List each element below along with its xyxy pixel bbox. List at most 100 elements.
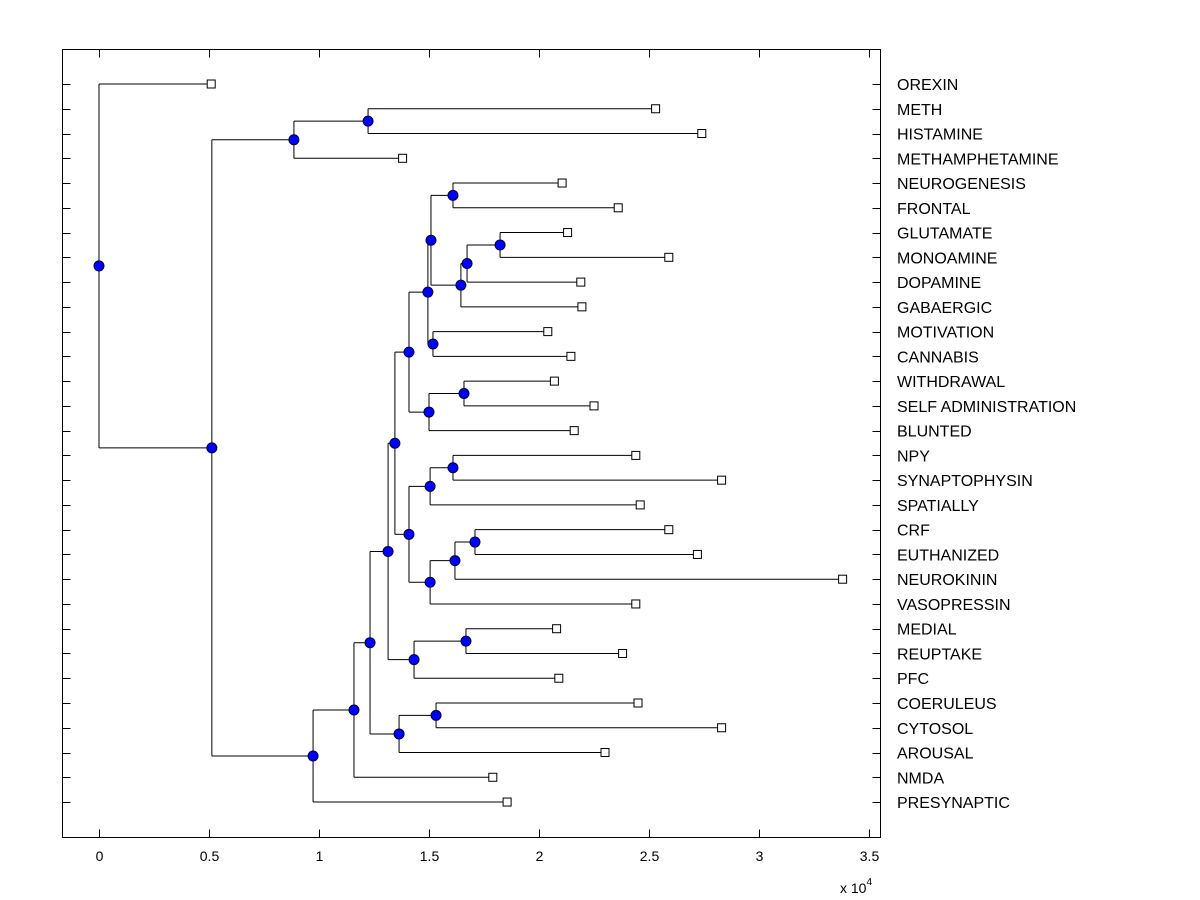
leaf-marker <box>692 549 702 559</box>
internal-node-marker <box>494 239 506 251</box>
internal-node-marker <box>461 258 473 270</box>
leaf-marker <box>502 797 512 807</box>
leaf-marker <box>557 178 567 188</box>
leaf-marker <box>554 673 564 683</box>
x-tick-label: 0.5 <box>200 848 220 864</box>
leaf-marker <box>618 648 628 658</box>
leaf-marker <box>631 599 641 609</box>
leaf-label: MEDIAL <box>897 622 957 639</box>
internal-node-marker <box>393 728 405 740</box>
leaf-label: METHAMPHETAMINE <box>897 151 1058 168</box>
leaf-marker <box>569 426 579 436</box>
leaf-label: HISTAMINE <box>897 127 983 144</box>
x-tick-label: 3.5 <box>860 848 880 864</box>
x-tick-label: 1.5 <box>420 848 440 864</box>
leaf-marker <box>566 351 576 361</box>
axes-frame <box>62 49 881 838</box>
leaf-label: METH <box>897 102 942 119</box>
internal-node-marker <box>288 134 300 146</box>
axes <box>62 49 881 838</box>
internal-node-marker <box>408 654 420 666</box>
leaf-label: OREXIN <box>897 77 958 94</box>
internal-node-marker <box>460 635 472 647</box>
leaf-label: PRESYNAPTIC <box>897 795 1010 812</box>
leaf-label: SELF ADMINISTRATION <box>897 399 1076 416</box>
leaf-marker <box>635 500 645 510</box>
internal-node-marker <box>427 338 439 350</box>
leaf-label: CYTOSOL <box>897 721 973 738</box>
internal-node-marker <box>362 115 374 127</box>
leaf-label: BLUNTED <box>897 424 972 441</box>
x-tick-label: 0 <box>96 848 104 864</box>
internal-node-marker <box>307 750 319 762</box>
internal-node-marker <box>458 388 470 399</box>
internal-node-marker <box>469 536 481 548</box>
leaf-marker <box>549 376 559 386</box>
leaf-label: FRONTAL <box>897 201 971 218</box>
leaf-marker <box>631 450 641 460</box>
leaf-label: MOTIVATION <box>897 325 994 342</box>
internal-node-marker <box>93 260 105 272</box>
leaf-labels: OREXIN METH HISTAMINE METHAMPHETAMINE NEUROG… <box>897 77 1076 812</box>
tree-edges <box>98 83 843 803</box>
leaf-label: AROUSAL <box>897 746 974 763</box>
internal-node-marker <box>382 545 394 557</box>
leaf-label: MONOAMINE <box>897 250 997 267</box>
x-tick-label: 2 <box>536 848 544 864</box>
internal-node-marker <box>403 528 415 540</box>
internal-node-marker <box>424 480 436 492</box>
internal-node-marker <box>348 704 360 716</box>
ticks <box>62 49 881 838</box>
internal-node-marker <box>423 406 435 418</box>
internal-node-marker <box>364 637 376 649</box>
internal-node-marker <box>449 555 461 567</box>
leaf-label: SPATIALLY <box>897 498 979 515</box>
internal-node-marker <box>424 576 436 588</box>
leaf-label: DOPAMINE <box>897 275 981 292</box>
leaf-label: EUTHANIZED <box>897 547 999 564</box>
leaf-marker <box>838 574 848 584</box>
leaf-label: WITHDRAWAL <box>897 374 1005 391</box>
leaf-marker <box>664 525 674 535</box>
leaf-marker <box>552 624 562 634</box>
leaf-label: CRF <box>897 523 930 540</box>
leaf-label: REUPTAKE <box>897 646 982 663</box>
x-tick-label: 3 <box>756 848 764 864</box>
leaf-marker <box>398 153 408 163</box>
leaf-marker <box>563 228 573 238</box>
leaf-label: GLUTAMATE <box>897 226 992 243</box>
leaf-marker <box>613 203 623 213</box>
leaf-marker <box>664 252 674 262</box>
internal-node-marker <box>430 709 442 721</box>
leaf-markers <box>206 79 848 807</box>
x-multiplier-exponent: 4 <box>866 877 872 888</box>
leaf-marker <box>576 277 586 287</box>
leaf-marker <box>697 129 707 139</box>
leaf-label: NPY <box>897 448 930 465</box>
leaf-marker <box>651 104 661 114</box>
internal-node-marker <box>403 346 415 358</box>
internal-node-marker <box>389 437 401 449</box>
internal-node-marker <box>425 234 437 246</box>
internal-node-marker <box>447 462 459 474</box>
x-tick-label: 1 <box>316 848 324 864</box>
internal-node-markers <box>93 115 506 762</box>
leaf-marker <box>543 327 553 337</box>
x-tick-label: 2.5 <box>640 848 660 864</box>
leaf-marker <box>488 772 498 782</box>
leaf-label: NEUROKININ <box>897 572 997 589</box>
leaf-marker <box>206 79 216 89</box>
leaf-label: NEUROGENESIS <box>897 176 1026 193</box>
leaf-marker <box>717 475 727 485</box>
leaf-label: VASOPRESSIN <box>897 597 1011 614</box>
leaf-marker <box>577 302 587 312</box>
leaf-label: CANNABIS <box>897 349 979 366</box>
leaf-label: PFC <box>897 671 929 688</box>
x-axis-multiplier: x 104 <box>840 877 872 896</box>
leaf-marker <box>717 723 727 733</box>
leaf-label: NMDA <box>897 770 944 787</box>
leaf-marker <box>633 698 643 708</box>
internal-node-marker <box>206 442 218 454</box>
